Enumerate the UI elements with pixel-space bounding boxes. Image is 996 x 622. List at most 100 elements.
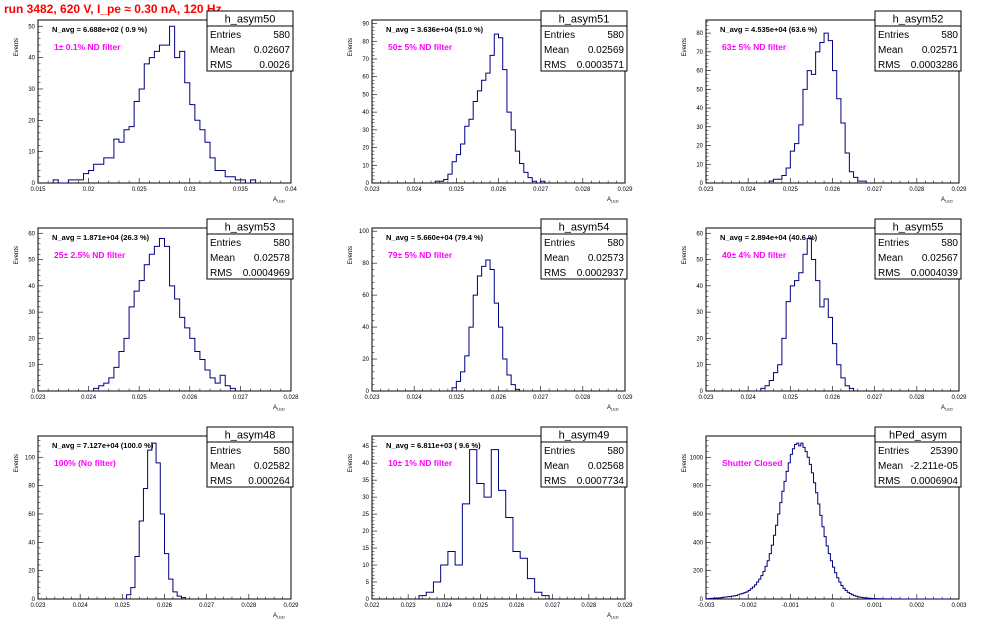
x-tick-label: 0.028 (575, 187, 591, 193)
stats-value-mean: -2.211e-05 (910, 461, 958, 472)
y-tick-label: 20 (28, 569, 35, 575)
x-tick-label: -0.003 (697, 603, 715, 609)
x-tick-label: 0.025 (115, 603, 131, 609)
stats-key-rms: RMS (210, 268, 233, 279)
y-tick-label: 0 (32, 389, 36, 395)
histogram-panel-h_asym48: 0.023 0.024 0.025 0.026 0.027 0.028 0.029 0 20 40… (14, 426, 299, 620)
y-axis-label: Events (682, 454, 688, 472)
histogram-line (768, 32, 867, 183)
x-tick-label: 0.028 (581, 603, 597, 609)
y-axis-label: Events (348, 38, 354, 56)
stats-value-entries: 580 (273, 30, 290, 41)
y-tick-label: 20 (362, 529, 369, 535)
stats-value-mean: 0.02569 (588, 45, 625, 56)
x-tick-label: 0.025 (132, 395, 148, 401)
y-tick-label: 50 (696, 258, 703, 264)
x-axis-label: ALED (273, 613, 285, 620)
filter-label: 79± 5% ND filter (388, 250, 453, 260)
x-tick-label: 0.026 (491, 395, 507, 401)
y-axis-label: Events (14, 454, 20, 472)
y-tick-label: 60 (28, 512, 35, 518)
stats-value-entries: 580 (273, 446, 290, 457)
histogram-line (52, 25, 257, 183)
y-tick-label: 80 (28, 484, 35, 490)
navg-annotation: N_avg = 2.894e+04 (40.6 %) (720, 233, 818, 242)
y-tick-label: 10 (696, 162, 703, 168)
y-tick-label: 80 (696, 31, 703, 37)
y-tick-label: 800 (693, 484, 704, 490)
y-tick-label: 20 (696, 336, 703, 342)
x-tick-label: 0.026 (825, 187, 841, 193)
y-axis-label: Events (14, 246, 20, 264)
y-axis-label: Events (14, 38, 20, 56)
y-tick-label: 40 (362, 325, 369, 331)
stats-key-mean: Mean (210, 461, 235, 472)
stats-value-mean: 0.02578 (254, 253, 291, 264)
x-tick-label: 0.023 (30, 395, 46, 401)
histogram-panel-h_asym51: 0.023 0.024 0.025 0.026 0.027 0.028 0.029 0 10 20… (348, 10, 633, 204)
stats-box (540, 218, 628, 280)
x-tick-label: 0.028 (283, 395, 299, 401)
x-tick-label: 0.035 (233, 187, 249, 193)
stats-value-entries: 580 (607, 238, 624, 249)
y-tick-label: 10 (362, 163, 369, 169)
y-tick-label: 0 (700, 389, 704, 395)
x-tick-label: 0.022 (364, 603, 380, 609)
stats-key-entries: Entries (544, 238, 575, 249)
x-tick-label: 0.023 (30, 603, 46, 609)
x-tick-label: -0.001 (782, 603, 800, 609)
histogram-line (434, 33, 546, 183)
stats-title: h_asym55 (893, 222, 944, 234)
x-tick-label: 0.025 (783, 395, 799, 401)
y-tick-label: 15 (362, 546, 369, 552)
stats-title: h_asym49 (559, 430, 610, 442)
stats-title: hPed_asym (889, 430, 947, 442)
x-tick-label: 0.001 (867, 603, 883, 609)
x-tick-label: 0.028 (909, 187, 925, 193)
y-tick-label: 0 (366, 389, 370, 395)
stats-value-entries: 580 (607, 30, 624, 41)
stats-value-entries: 580 (941, 30, 958, 41)
y-tick-label: 10 (28, 363, 35, 369)
x-tick-label: 0.03 (184, 187, 196, 193)
stats-box (206, 10, 294, 72)
stats-key-entries: Entries (878, 238, 909, 249)
x-tick-label: 0.026 (157, 603, 173, 609)
stats-value-rms: 0.0004039 (911, 268, 959, 279)
stats-key-rms: RMS (878, 476, 901, 487)
y-tick-label: 10 (362, 563, 369, 569)
stats-key-mean: Mean (544, 253, 569, 264)
stats-key-rms: RMS (544, 60, 567, 71)
y-tick-label: 40 (28, 540, 35, 546)
stats-key-mean: Mean (878, 461, 903, 472)
filter-label: 100% (No filter) (54, 458, 116, 468)
stats-value-rms: 0.000264 (248, 476, 290, 487)
stats-value-mean: 0.02607 (254, 45, 291, 56)
histogram-line (93, 238, 236, 391)
navg-annotation: N_avg = 4.535e+04 (63.6 %) (720, 25, 818, 34)
y-tick-label: 20 (28, 118, 35, 124)
stats-box (206, 218, 294, 280)
x-tick-label: 0.025 (132, 187, 148, 193)
stats-value-entries: 580 (607, 446, 624, 457)
x-tick-label: 0.04 (285, 187, 297, 193)
x-tick-label: 0.027 (233, 395, 249, 401)
y-tick-label: 30 (696, 125, 703, 131)
stats-value-mean: 0.02573 (588, 253, 625, 264)
y-axis-label: Events (348, 454, 354, 472)
x-tick-label: 0.029 (951, 187, 967, 193)
stats-value-rms: 0.0026 (259, 60, 290, 71)
stats-title: h_asym53 (225, 222, 276, 234)
x-tick-label: 0.027 (867, 395, 883, 401)
histogram-line (126, 442, 187, 599)
stats-value-rms: 0.0002937 (577, 268, 625, 279)
histogram-line (451, 259, 521, 391)
x-tick-label: 0.003 (951, 603, 967, 609)
plot-frame (37, 227, 292, 392)
x-axis-label: ALED (607, 197, 619, 204)
y-tick-label: 30 (28, 310, 35, 316)
y-tick-label: 0 (32, 597, 36, 603)
x-axis-label: ALED (273, 405, 285, 412)
y-tick-label: 10 (696, 363, 703, 369)
stats-value-rms: 0.0003286 (911, 60, 959, 71)
